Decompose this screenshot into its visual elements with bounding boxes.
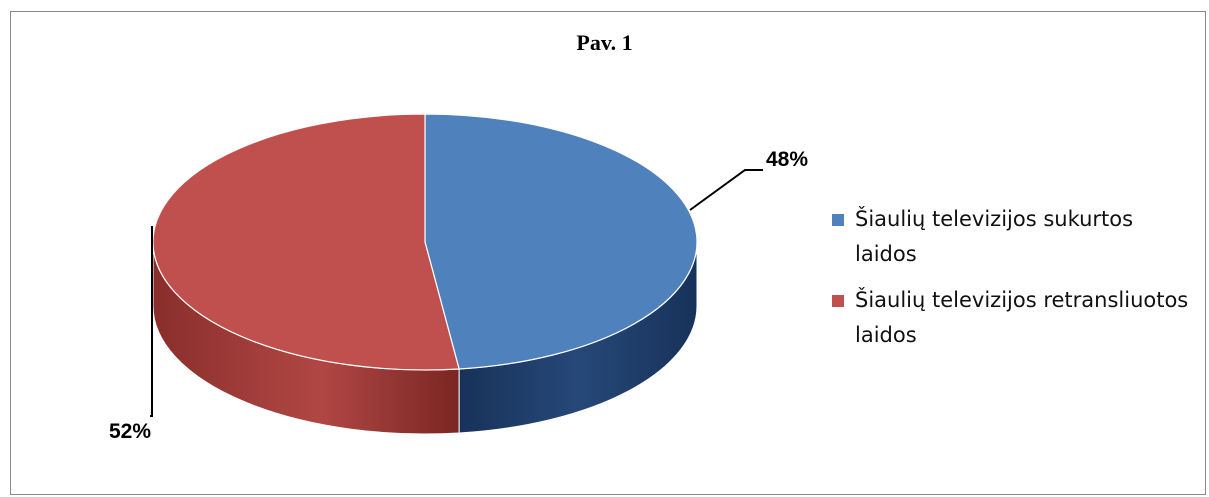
legend-entry: Šiaulių televizijos retransliuotos laido… xyxy=(830,283,1200,353)
pie-slice xyxy=(152,113,460,371)
legend-swatch xyxy=(832,295,844,307)
leader-line xyxy=(150,226,153,417)
legend-label: Šiaulių televizijos sukurtos laidos xyxy=(855,207,1134,266)
data-label: 48% xyxy=(766,148,809,171)
legend-swatch xyxy=(832,214,844,226)
leader-lines xyxy=(150,169,763,417)
data-label: 52% xyxy=(109,420,152,443)
legend: Šiaulių televizijos sukurtos laidos Šiau… xyxy=(830,202,1200,364)
legend-entry: Šiaulių televizijos sukurtos laidos xyxy=(830,202,1200,272)
legend-label: Šiaulių televizijos retransliuotos laido… xyxy=(855,288,1189,347)
chart-title: Pav. 1 xyxy=(576,30,633,55)
pie-tops xyxy=(152,113,698,371)
pie-slice xyxy=(424,113,698,370)
leader-line xyxy=(689,169,763,211)
